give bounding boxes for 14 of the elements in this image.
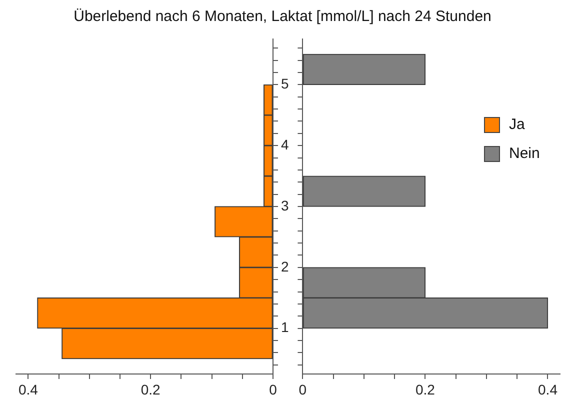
legend-label: Nein [509,145,540,162]
x-tick-label: 0 [298,381,307,398]
chart-title: Überlebend nach 6 Monaten, Laktat [mmol/L] nach 24 Stunden [72,8,492,25]
y-tick-label: 3 [281,197,289,214]
x-tick-label: 0.4 [18,381,38,398]
x-tick-label: 0.2 [140,381,161,398]
y-tick-label: 4 [281,136,289,152]
x-tick-label: 0 [269,381,278,398]
y-tick-label: 2 [281,258,289,274]
y-tick-label: 5 [281,76,289,92]
x-tick-label: 0.4 [538,381,558,398]
x-tick-label: 0.2 [415,381,436,398]
y-tick-label: 1 [281,319,289,336]
legend-label: Ja [509,116,525,133]
